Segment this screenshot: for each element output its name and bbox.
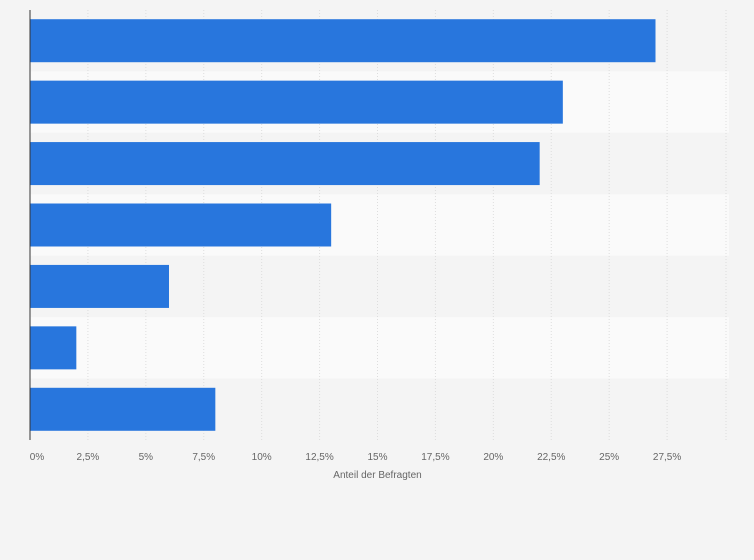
bar — [30, 264, 169, 308]
x-tick-label: 2,5% — [77, 452, 100, 463]
bar — [30, 142, 540, 186]
x-tick-label: 22,5% — [537, 452, 565, 463]
bar — [30, 326, 77, 370]
x-tick-label: 10% — [252, 452, 272, 463]
x-tick-labels: 0% 2,5% 5% 7,5% 10% 12,5% 15% 17,5% 20% 22,5% 25% 2… — [30, 452, 682, 463]
bars — [30, 19, 656, 431]
x-tick-label: 0% — [30, 452, 45, 463]
x-tick-label: 25% — [599, 452, 619, 463]
x-tick-label: 27,5% — [653, 452, 681, 463]
bar — [30, 387, 216, 431]
bar — [30, 19, 656, 63]
x-tick-label: 7,5% — [192, 452, 215, 463]
row-band — [30, 317, 729, 379]
x-tick-label: 15% — [367, 452, 387, 463]
x-tick-label: 5% — [139, 452, 154, 463]
x-axis-title: Anteil der Befragten — [333, 470, 421, 481]
x-tick-label: 12,5% — [305, 452, 333, 463]
x-tick-label: 17,5% — [421, 452, 449, 463]
bar — [30, 80, 563, 124]
bar — [30, 203, 332, 247]
x-tick-label: 20% — [483, 452, 503, 463]
